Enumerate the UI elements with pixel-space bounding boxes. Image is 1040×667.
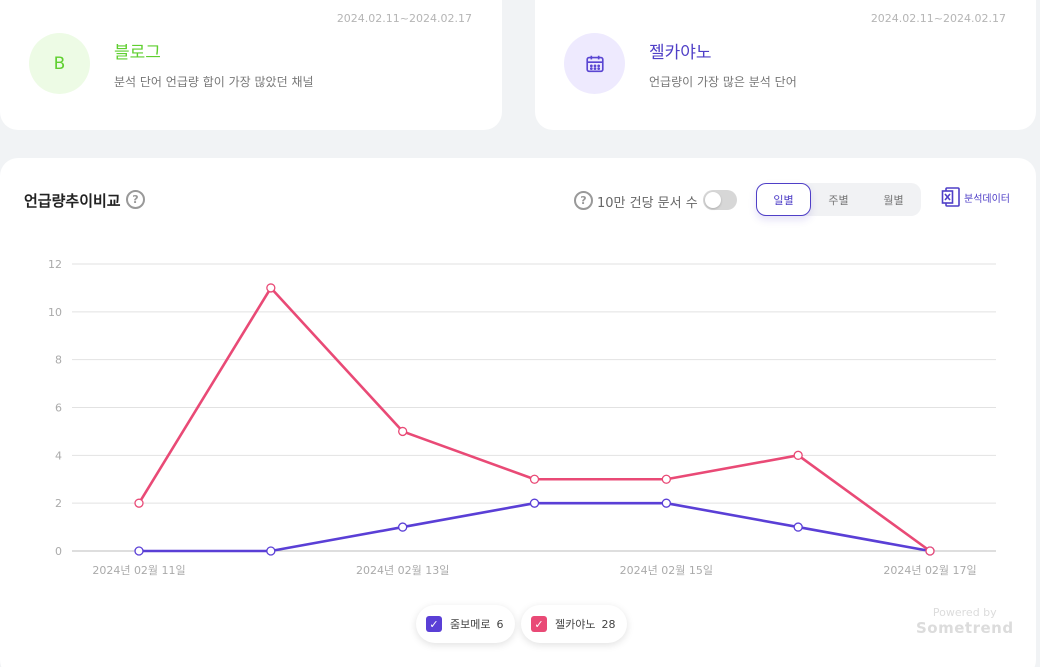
y-tick-label: 6 — [55, 402, 62, 415]
data-point — [793, 522, 803, 532]
help-icon[interactable]: ? — [126, 190, 145, 209]
data-point — [134, 546, 144, 556]
series-line — [137, 286, 931, 553]
tab-daily[interactable]: 일별 — [756, 183, 811, 216]
tab-monthly[interactable]: 월별 — [883, 193, 904, 207]
trend-line-chart: 0 2 4 6 8 10 12 2024년 02월 11일 2024년 02월 13일 2024년… — [48, 258, 996, 577]
unit-toggle[interactable] — [703, 190, 737, 210]
data-point — [266, 546, 276, 556]
help-icon[interactable]: ? — [574, 191, 593, 210]
y-tick-label: 2 — [55, 497, 62, 510]
card-title: 젤카야노 — [649, 43, 712, 63]
toggle-knob — [705, 192, 721, 208]
legend-label: 줌보메로 — [450, 618, 491, 631]
card-description: 분석 단어 언급량 합이 가장 많았던 채널 — [114, 75, 314, 89]
x-tick-label: 2024년 02월 17일 — [883, 563, 976, 577]
card-date-range: 2024.02.11~2024.02.17 — [336, 12, 472, 25]
excel-icon — [941, 187, 960, 207]
data-point — [925, 546, 935, 556]
y-tick-label: 0 — [55, 545, 62, 558]
export-data-button[interactable]: 분석데이터 — [941, 186, 1010, 208]
calendar-icon — [564, 33, 625, 94]
data-point — [398, 426, 408, 437]
data-point — [266, 283, 276, 293]
card-description: 언급량이 가장 많은 분석 단어 — [649, 75, 797, 89]
blog-icon: B — [29, 33, 90, 94]
y-tick-label: 10 — [48, 306, 62, 319]
data-point — [661, 474, 671, 484]
data-point — [793, 450, 803, 460]
y-tick-label: 8 — [55, 354, 62, 367]
top-keyword-card: 2024.02.11~2024.02.17 젤카야노 언급량이 가장 많은 분석… — [535, 0, 1036, 130]
top-channel-card: 2024.02.11~2024.02.17 B 블로그 분석 단어 언급량 합이… — [0, 0, 502, 130]
card-title: 블로그 — [114, 43, 161, 63]
tab-weekly[interactable]: 주별 — [828, 193, 849, 207]
series-line — [139, 501, 931, 553]
export-label: 분석데이터 — [964, 193, 1010, 205]
powered-text: Powered by — [932, 606, 997, 619]
card-date-range: 2024.02.11~2024.02.17 — [870, 12, 1006, 25]
period-selector: 일별 주별 월별 — [756, 183, 921, 216]
x-tick-label: 2024년 02월 11일 — [92, 563, 185, 577]
brand-logo: Sometrend — [916, 619, 1014, 637]
trend-panel: 언급량추이비교 ? ? 10만 건당 문서 수 일별 주별 월별 분석데이터 — [0, 158, 1036, 667]
legend-count: 6 — [496, 617, 504, 631]
check-icon: ✓ — [426, 616, 442, 632]
y-tick-label: 12 — [48, 258, 62, 271]
legend-item[interactable]: ✓ 줌보메로 6 — [416, 605, 516, 643]
x-tick-label: 2024년 02월 13일 — [356, 563, 449, 577]
legend-item[interactable]: ✓ 젤카야노 28 — [521, 605, 628, 643]
data-point — [398, 522, 408, 532]
data-point — [529, 498, 540, 508]
legend-count: 28 — [601, 617, 616, 631]
panel-title: 언급량추이비교 — [24, 192, 121, 210]
powered-by: Powered by Sometrend — [916, 606, 1014, 637]
y-tick-label: 4 — [55, 449, 62, 462]
data-point — [134, 498, 144, 508]
data-point — [529, 474, 540, 484]
legend-label: 젤카야노 — [555, 618, 596, 631]
check-icon: ✓ — [531, 616, 547, 632]
x-tick-label: 2024년 02월 15일 — [620, 563, 713, 577]
data-point — [661, 498, 671, 508]
unit-toggle-label: 10만 건당 문서 수 — [597, 196, 698, 211]
